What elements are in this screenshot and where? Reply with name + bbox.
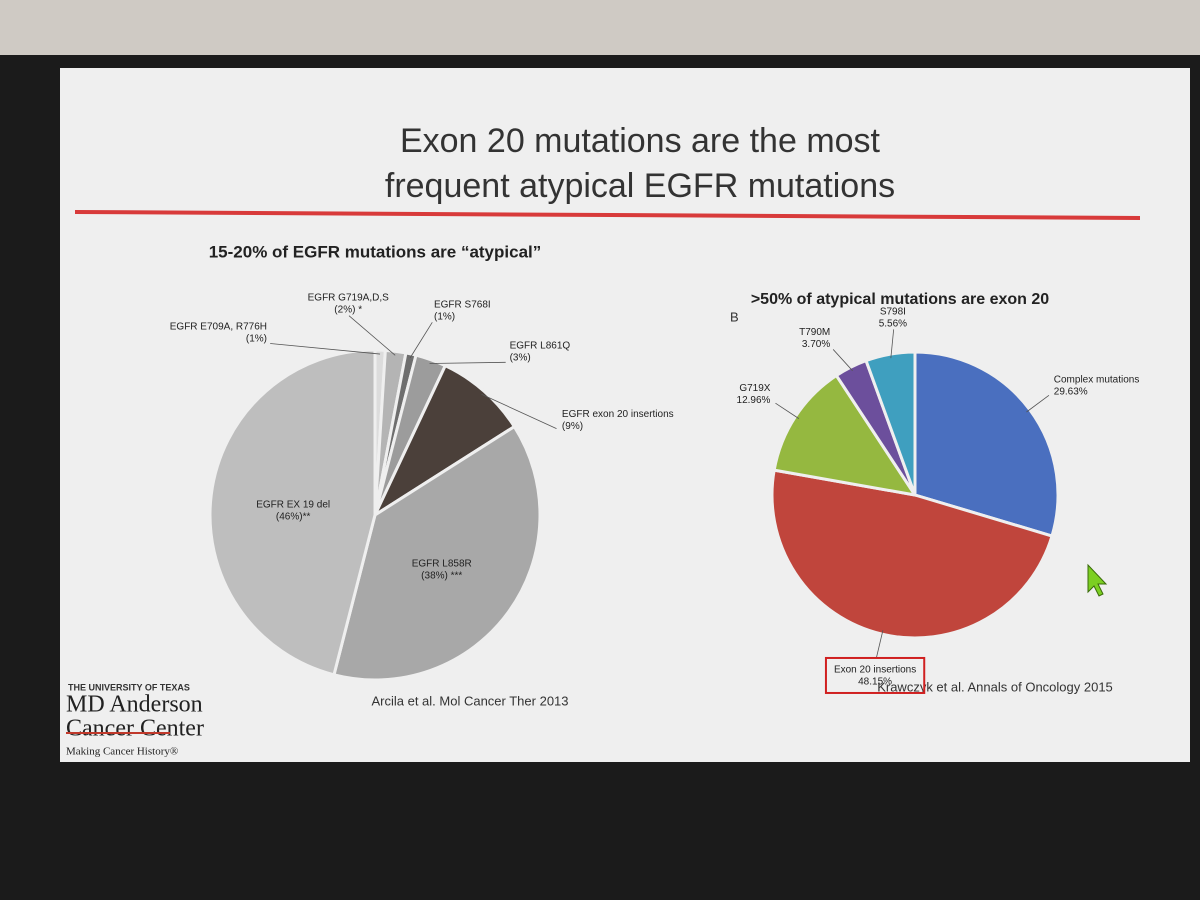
slice-label: S798I 5.56% <box>879 306 907 329</box>
slice-name: EGFR EX 19 del <box>256 499 330 510</box>
leader-line <box>1026 394 1050 413</box>
slice-label: EGFR exon 20 insertions (9%) <box>562 409 674 432</box>
slice-name: EGFR S768I <box>434 299 491 310</box>
logo-line: Cancer Center <box>66 716 204 742</box>
slice-name: EGFR L858R <box>412 558 472 569</box>
ceiling <box>0 0 1200 55</box>
citation: Arcila et al. Mol Cancer Ther 2013 <box>371 693 568 708</box>
slice-value-label: 12.96% <box>737 395 771 406</box>
slice-label: Exon 20 insertions 48.15% <box>834 664 916 687</box>
slice-value-label: (3%) <box>510 352 531 363</box>
slice-name: EGFR G719A,D,S <box>308 292 389 303</box>
leader-line <box>876 630 884 658</box>
cursor <box>1087 563 1108 597</box>
pie-slice <box>371 363 517 520</box>
slice-value-label: (9%) <box>562 421 583 432</box>
slice-value-label: 5.56% <box>879 318 907 329</box>
slice-value-label: (1%) <box>246 333 267 344</box>
leader-line <box>270 343 381 355</box>
pie-slice <box>864 350 917 496</box>
leader-line <box>348 315 396 356</box>
logo-line: Making Cancer History® <box>66 746 178 758</box>
chart-title: 15-20% of EGFR mutations are “atypical” <box>209 242 542 261</box>
slice-label: EGFR E709A, R776H (1%) <box>170 321 267 344</box>
logo-line: THE UNIVERSITY OF TEXAS <box>68 682 190 692</box>
slice-value-label: (2%) * <box>334 304 362 315</box>
title-rule <box>74 210 1141 220</box>
leader-line <box>832 349 853 372</box>
slice-value-label: (1%) <box>434 311 455 322</box>
leader-line <box>409 322 433 359</box>
logo-line: MD Anderson <box>66 692 203 718</box>
slice-label: EGFR L858R (38%) *** <box>412 558 472 581</box>
panel-letter: B <box>730 309 739 324</box>
citation: Krawczyk et al. Annals of Oncology 2015 <box>877 679 1113 694</box>
slice-label: EGFR S768I (1%) <box>434 299 491 322</box>
slice-label: EGFR L861Q (3%) <box>510 340 571 363</box>
slice-label: T790M 3.70% <box>799 327 830 350</box>
leader-line <box>429 361 506 364</box>
slice-label: EGFR EX 19 del (46%)** <box>256 499 330 522</box>
slice-name: T790M <box>799 327 830 338</box>
slice-label: Complex mutations 29.63% <box>1054 374 1140 397</box>
leader-line <box>481 393 557 430</box>
slice-name: Exon 20 insertions <box>834 664 916 675</box>
highlight-box <box>824 656 926 694</box>
slice-label: G719X 12.96% <box>737 383 771 406</box>
slice-name: EGFR L861Q <box>510 340 571 351</box>
slice-label: EGFR G719A,D,S (2%) * <box>308 292 389 315</box>
slice-value-label: (46%)** <box>276 511 311 522</box>
slice-name: S798I <box>880 306 906 317</box>
leader-line <box>890 329 895 359</box>
pie-slice <box>208 348 377 677</box>
slide-title: Exon 20 mutations are the most <box>400 122 881 160</box>
slice-value-label: 3.70% <box>802 339 830 350</box>
slice-name: Complex mutations <box>1054 374 1140 385</box>
slice-name: EGFR exon 20 insertions <box>562 409 674 420</box>
leader-line <box>775 402 800 419</box>
chart-title: >50% of atypical mutations are exon 20 <box>751 291 1049 308</box>
slice-value-label: 48.15% <box>858 676 892 687</box>
slice-value-label: 29.63% <box>1054 386 1088 397</box>
slice-value-label: (38%) *** <box>421 570 462 581</box>
slice-name: G719X <box>739 383 770 394</box>
slide-title: frequent atypical EGFR mutations <box>385 167 895 205</box>
pie-slice <box>332 424 542 682</box>
slice-name: EGFR E709A, R776H <box>170 321 267 332</box>
